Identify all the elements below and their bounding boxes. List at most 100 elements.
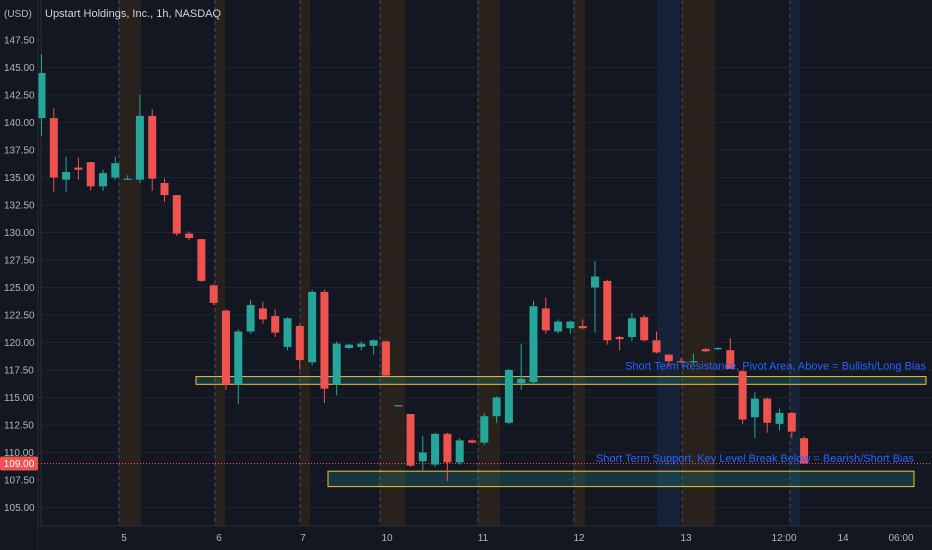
candle[interactable] xyxy=(615,335,624,351)
candle[interactable] xyxy=(148,109,157,191)
candle[interactable] xyxy=(517,343,526,390)
candle[interactable] xyxy=(492,396,501,423)
candle-body xyxy=(209,285,218,303)
candle-body xyxy=(148,115,157,179)
session-band xyxy=(300,0,310,526)
candle[interactable] xyxy=(111,156,120,180)
candle-body xyxy=(763,398,772,423)
y-tick-label: 137.50 xyxy=(4,146,35,157)
candle-body xyxy=(222,310,230,385)
candle-body xyxy=(529,306,538,383)
candle[interactable] xyxy=(49,108,58,192)
y-tick-label: 105.00 xyxy=(4,503,35,514)
x-tick-label: 13 xyxy=(680,533,692,544)
candle[interactable] xyxy=(308,289,317,366)
x-tick-label: 14 xyxy=(837,533,849,544)
candle[interactable] xyxy=(185,231,194,241)
candle-body xyxy=(197,239,206,281)
candle[interactable] xyxy=(418,436,427,471)
candle[interactable] xyxy=(726,338,735,369)
candle[interactable] xyxy=(246,299,255,334)
candle[interactable] xyxy=(677,357,686,364)
candle[interactable] xyxy=(627,312,636,342)
candle-body xyxy=(86,162,95,187)
candle[interactable] xyxy=(160,178,169,202)
candle[interactable] xyxy=(578,319,587,330)
candle[interactable] xyxy=(800,436,809,464)
candle[interactable] xyxy=(222,309,230,390)
candle[interactable] xyxy=(357,341,366,351)
candle[interactable] xyxy=(86,162,95,191)
resistance-zone[interactable] xyxy=(195,376,927,385)
candle[interactable] xyxy=(320,289,329,403)
candle[interactable] xyxy=(787,411,796,439)
candle-body xyxy=(689,361,698,363)
candle[interactable] xyxy=(701,348,710,353)
candle-body xyxy=(357,343,366,347)
candle[interactable] xyxy=(652,331,661,354)
candle[interactable] xyxy=(504,368,513,424)
candle[interactable] xyxy=(554,319,563,334)
candle-body xyxy=(480,416,489,443)
session-band xyxy=(215,0,225,526)
candle[interactable] xyxy=(295,323,304,370)
y-tick-label: 120.00 xyxy=(4,338,35,349)
candle[interactable] xyxy=(738,370,747,424)
candle[interactable] xyxy=(283,317,292,351)
candle[interactable] xyxy=(480,412,489,445)
candle[interactable] xyxy=(74,157,83,180)
candle-body xyxy=(652,340,661,353)
candle[interactable] xyxy=(258,301,267,324)
candle[interactable] xyxy=(369,339,378,355)
candle[interactable] xyxy=(455,438,464,465)
time-axis[interactable]: 5 6 7 10 11 12 13 12:00 14 06:00 xyxy=(38,525,932,550)
candle[interactable] xyxy=(750,392,759,439)
candle[interactable] xyxy=(271,309,280,338)
candle[interactable] xyxy=(664,354,673,367)
y-tick-label: 115.00 xyxy=(4,393,34,404)
session-separators xyxy=(118,0,791,526)
candle[interactable] xyxy=(135,95,144,183)
price-unit-label: (USD) xyxy=(4,9,32,20)
candle[interactable] xyxy=(763,397,772,433)
candle[interactable] xyxy=(689,353,698,364)
candle-body xyxy=(627,318,636,337)
candle[interactable] xyxy=(775,408,784,431)
x-tick-label: 11 xyxy=(478,533,489,544)
candle[interactable] xyxy=(603,279,612,345)
candle-body xyxy=(345,344,353,348)
candle[interactable] xyxy=(62,156,71,192)
candle[interactable] xyxy=(591,261,599,333)
candle[interactable] xyxy=(468,439,476,444)
session-bands xyxy=(40,0,800,526)
candle[interactable] xyxy=(541,297,550,334)
y-tick-label: 130.00 xyxy=(4,228,35,239)
candle[interactable] xyxy=(37,54,46,136)
candle[interactable] xyxy=(172,195,181,236)
candle[interactable] xyxy=(431,432,440,467)
candle[interactable] xyxy=(99,169,107,191)
support-annotation: Short Term Support, Key Level Break Belo… xyxy=(596,453,915,465)
candle[interactable] xyxy=(345,343,353,350)
candle[interactable] xyxy=(714,346,722,351)
resistance-annotation: Short Term Resistance, Pivot Area, Above… xyxy=(625,361,926,373)
candle[interactable] xyxy=(443,432,452,482)
candle[interactable] xyxy=(332,341,341,396)
candle[interactable] xyxy=(381,340,390,378)
candle[interactable] xyxy=(406,414,415,467)
chart-title: Upstart Holdings, Inc., 1h, NASDAQ xyxy=(45,8,222,20)
candle[interactable] xyxy=(394,405,403,407)
candle-body xyxy=(172,195,181,234)
candle[interactable] xyxy=(209,284,218,306)
candle[interactable] xyxy=(529,300,538,384)
support-zone[interactable] xyxy=(327,470,915,488)
candle[interactable] xyxy=(123,175,132,180)
candle-body xyxy=(492,397,501,417)
candle[interactable] xyxy=(640,315,649,342)
candle-body xyxy=(750,398,759,418)
candle[interactable] xyxy=(566,320,575,334)
x-tick-label: 10 xyxy=(381,533,393,544)
candle[interactable] xyxy=(234,329,243,405)
candle[interactable] xyxy=(197,239,206,282)
